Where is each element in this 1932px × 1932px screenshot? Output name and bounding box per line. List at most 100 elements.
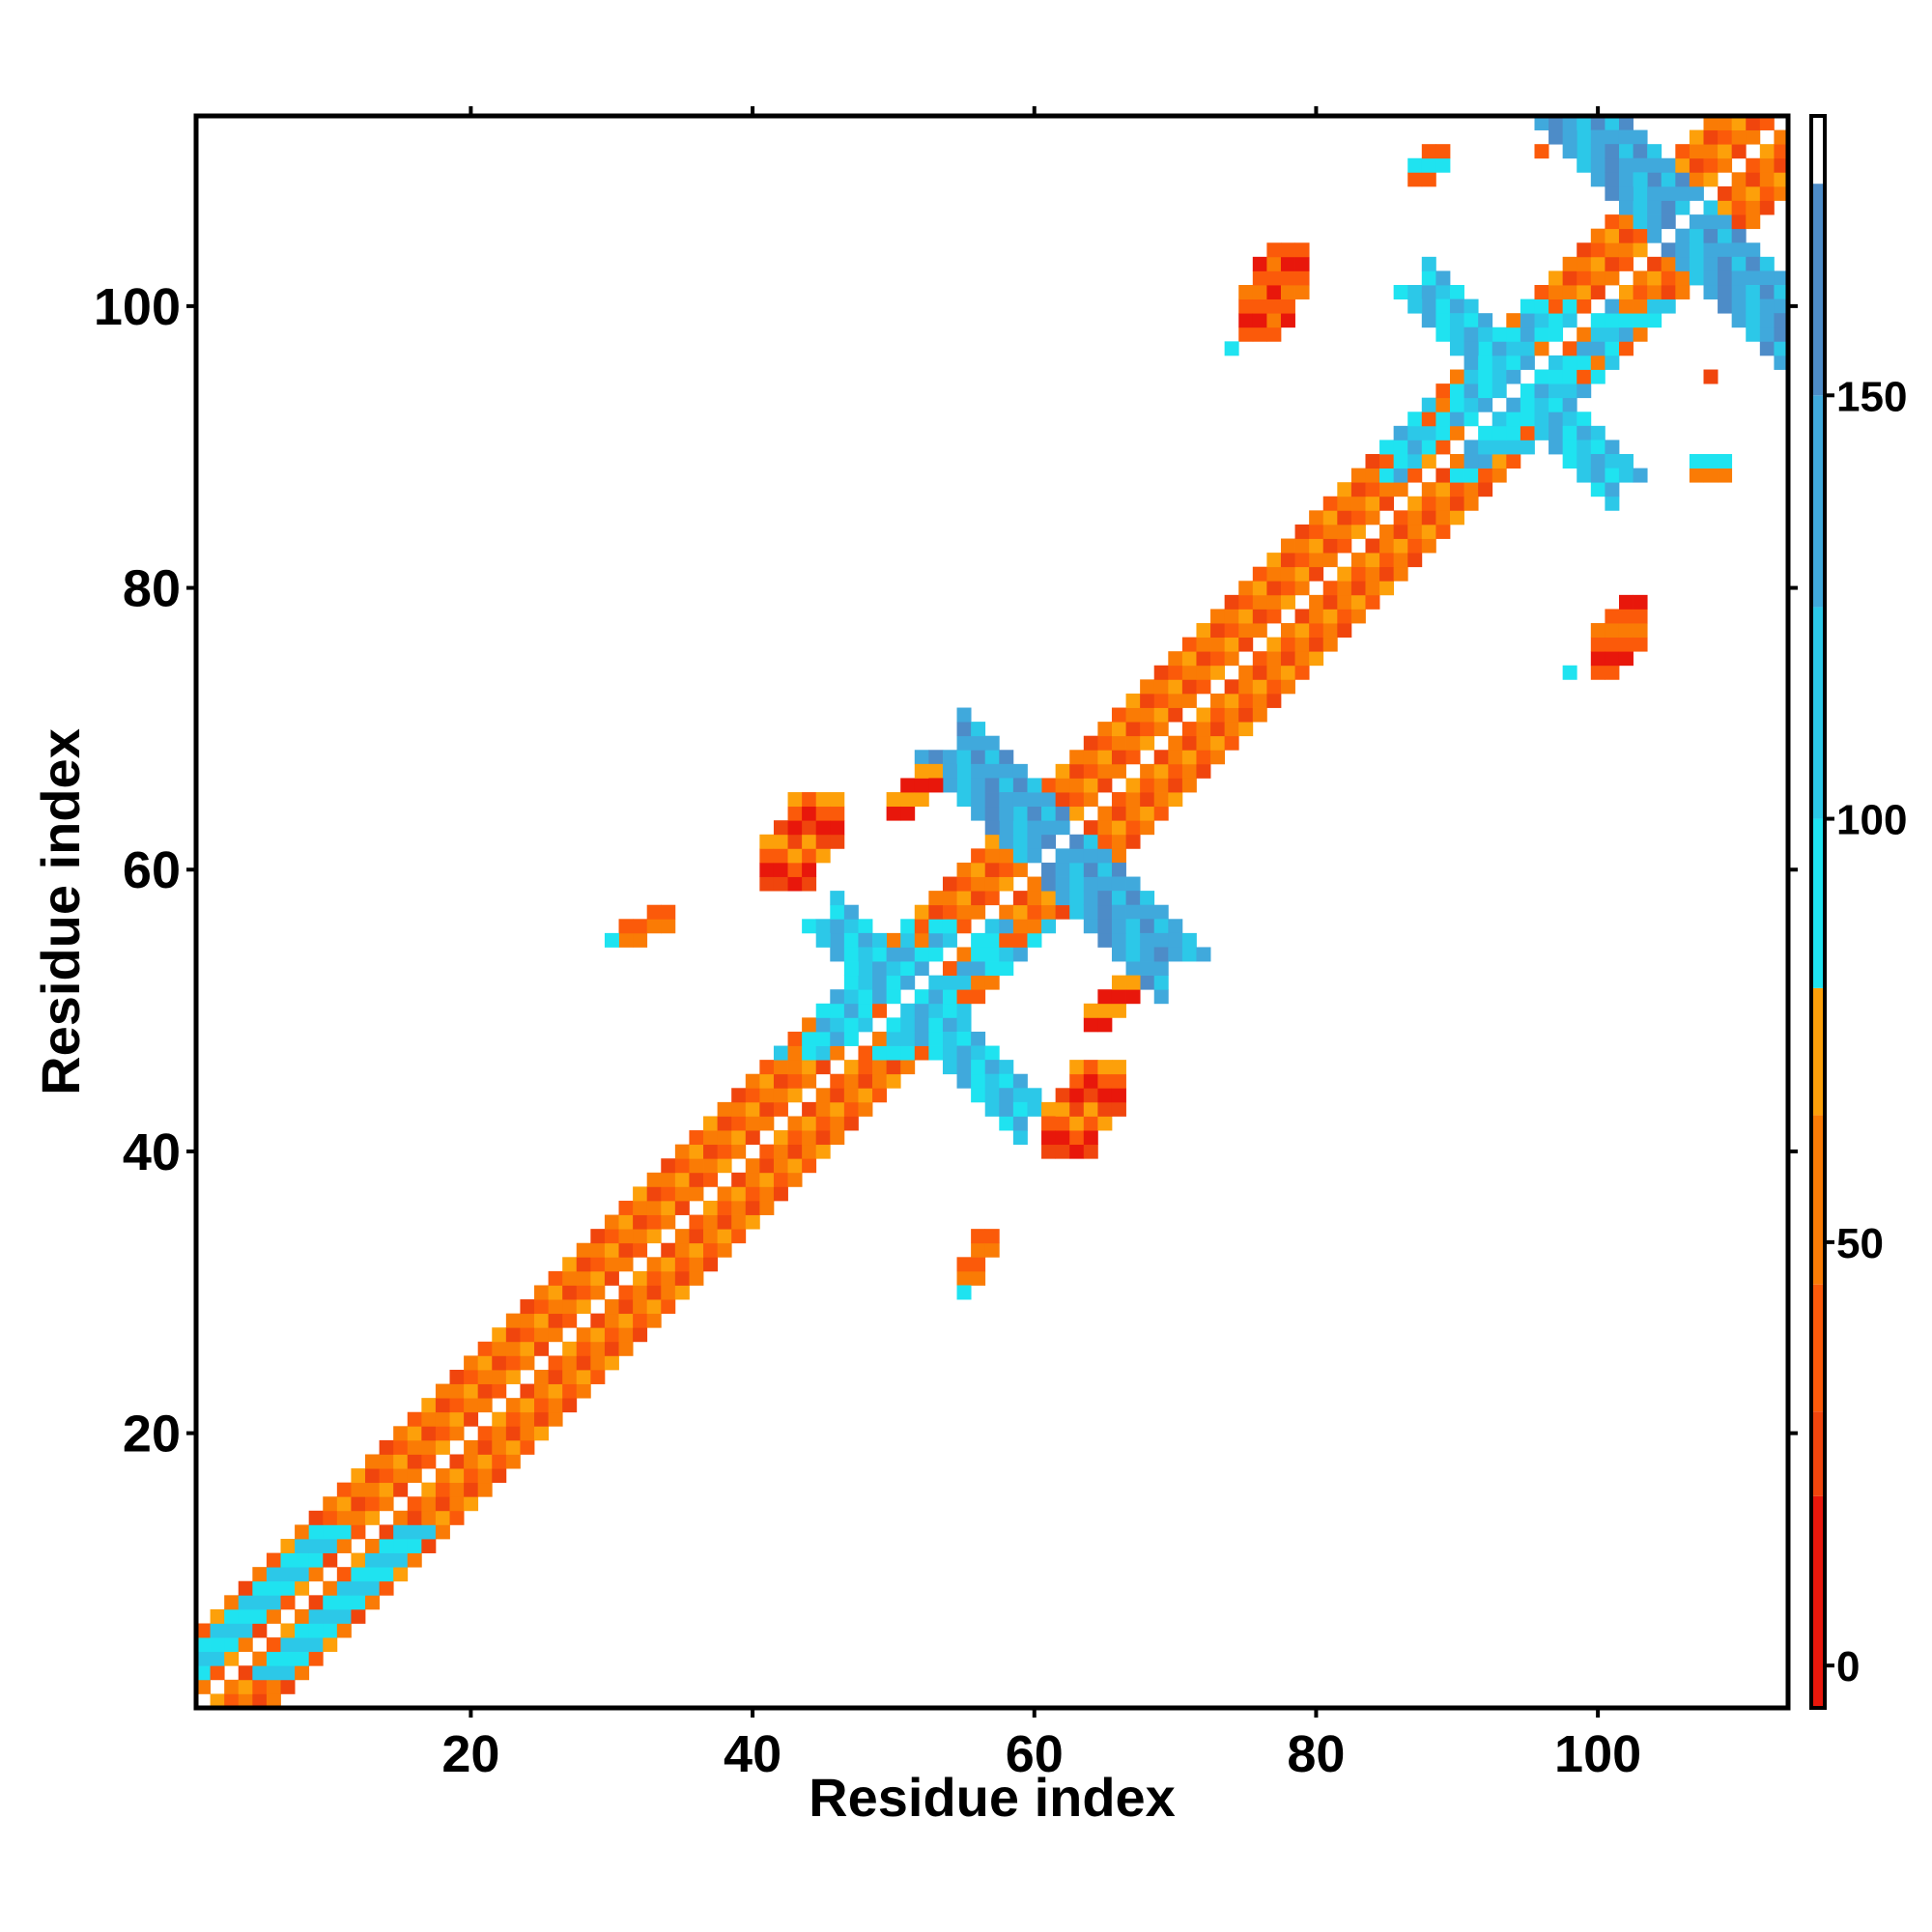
- heatmap-cell: [731, 1088, 747, 1103]
- heatmap-cell: [1548, 116, 1564, 130]
- heatmap-cell: [1562, 144, 1577, 159]
- y-tick-label: 40: [123, 1123, 181, 1181]
- heatmap-cell: [1534, 313, 1549, 328]
- heatmap-cell: [773, 1101, 788, 1117]
- heatmap-cell: [435, 1468, 450, 1484]
- heatmap-cell: [1759, 270, 1775, 286]
- heatmap-cell: [843, 932, 859, 948]
- heatmap-cell: [1689, 214, 1704, 230]
- heatmap-cell: [1633, 637, 1648, 652]
- heatmap-cell: [492, 1355, 507, 1371]
- heatmap-cell: [1463, 468, 1479, 483]
- heatmap-cell: [1703, 270, 1719, 286]
- heatmap-cell: [196, 1679, 211, 1694]
- heatmap-cell: [1379, 524, 1395, 539]
- heatmap-cell: [971, 1045, 986, 1061]
- heatmap-cell: [1153, 750, 1169, 765]
- heatmap-cell: [1012, 806, 1028, 821]
- heatmap-cell: [492, 1454, 507, 1469]
- heatmap-cell: [1463, 482, 1479, 497]
- heatmap-cell: [1618, 116, 1634, 130]
- heatmap-cell: [1294, 285, 1310, 299]
- heatmap-cell: [830, 820, 845, 836]
- heatmap-cell: [787, 1130, 803, 1146]
- heatmap-cell: [1125, 961, 1141, 977]
- heatmap-cell: [1111, 834, 1126, 849]
- heatmap-cell: [1252, 270, 1267, 286]
- heatmap-cell: [1661, 285, 1676, 299]
- heatmap-cell: [703, 1200, 719, 1215]
- heatmap-cell: [1577, 270, 1592, 286]
- heatmap-cell: [266, 1637, 281, 1653]
- heatmap-cell: [1280, 256, 1295, 271]
- heatmap-cell: [674, 1158, 690, 1174]
- heatmap-cell: [1577, 116, 1592, 130]
- heatmap-cell: [576, 1383, 591, 1399]
- heatmap-cell: [1055, 806, 1070, 821]
- heatmap-cell: [1097, 1116, 1113, 1131]
- heatmap-cell: [1125, 834, 1141, 849]
- heatmap-cell: [646, 1172, 662, 1187]
- heatmap-cell: [1309, 510, 1324, 526]
- heatmap-cell: [1774, 270, 1789, 286]
- heatmap-cell: [421, 1510, 437, 1525]
- heatmap-cell: [1759, 256, 1775, 271]
- heatmap-cell: [1689, 185, 1704, 201]
- heatmap-cell: [1618, 129, 1634, 145]
- heatmap-cell: [407, 1454, 422, 1469]
- heatmap-cell: [1449, 298, 1464, 314]
- heatmap-cell: [773, 862, 788, 877]
- heatmap-cell: [1435, 397, 1451, 412]
- heatmap-cell: [971, 1270, 986, 1286]
- heatmap-cell: [492, 1341, 507, 1356]
- heatmap-cell: [576, 1285, 591, 1300]
- heatmap-cell: [830, 1088, 845, 1103]
- heatmap-cell: [1337, 482, 1352, 497]
- heatmap-cell: [295, 1623, 310, 1638]
- heatmap-cell: [1055, 876, 1070, 892]
- heatmap-cell: [872, 975, 888, 990]
- heatmap-cell: [1041, 891, 1057, 906]
- heatmap-cell: [252, 1693, 268, 1709]
- heatmap-cell: [520, 1398, 535, 1413]
- heatmap-cell: [1689, 172, 1704, 187]
- heatmap-cell: [1478, 440, 1493, 455]
- heatmap-cell: [323, 1580, 338, 1596]
- heatmap-cell: [1647, 200, 1662, 215]
- heatmap-cell: [1055, 1144, 1070, 1159]
- heatmap-cell: [477, 1454, 493, 1469]
- heatmap-cell: [1463, 313, 1479, 328]
- heatmap-cell: [1153, 919, 1169, 934]
- heatmap-cell: [1210, 722, 1226, 737]
- heatmap-cell: [590, 1270, 606, 1286]
- heatmap-cell: [435, 1524, 450, 1540]
- heatmap-cell: [1759, 313, 1775, 328]
- heatmap-cell: [1365, 566, 1380, 582]
- heatmap-cell: [1294, 609, 1310, 624]
- heatmap-cell: [1618, 214, 1634, 230]
- heatmap-cell: [1393, 454, 1408, 469]
- heatmap-cell: [1675, 242, 1690, 258]
- heatmap-cell: [1718, 270, 1733, 286]
- heatmap-cell: [1435, 144, 1451, 159]
- heatmap-cell: [1718, 144, 1733, 159]
- heatmap-cell: [956, 750, 972, 765]
- heatmap-cell: [1590, 468, 1605, 483]
- heatmap-cell: [1083, 1003, 1098, 1018]
- heatmap-cell: [280, 1552, 296, 1568]
- heatmap-cell: [1647, 144, 1662, 159]
- heatmap-cell: [1055, 1101, 1070, 1117]
- heatmap-cell: [1759, 341, 1775, 356]
- heatmap-cell: [1577, 256, 1592, 271]
- heatmap-cell: [1407, 538, 1423, 554]
- heatmap-cell: [1168, 679, 1183, 695]
- heatmap-cell: [1027, 876, 1042, 892]
- heatmap-cell: [971, 961, 986, 977]
- heatmap-cell: [1280, 538, 1295, 554]
- heatmap-cell: [477, 1369, 493, 1384]
- heatmap-cell: [266, 1608, 281, 1624]
- heatmap-cell: [815, 848, 831, 864]
- heatmap-cell: [674, 1257, 690, 1272]
- heatmap-cell: [562, 1270, 578, 1286]
